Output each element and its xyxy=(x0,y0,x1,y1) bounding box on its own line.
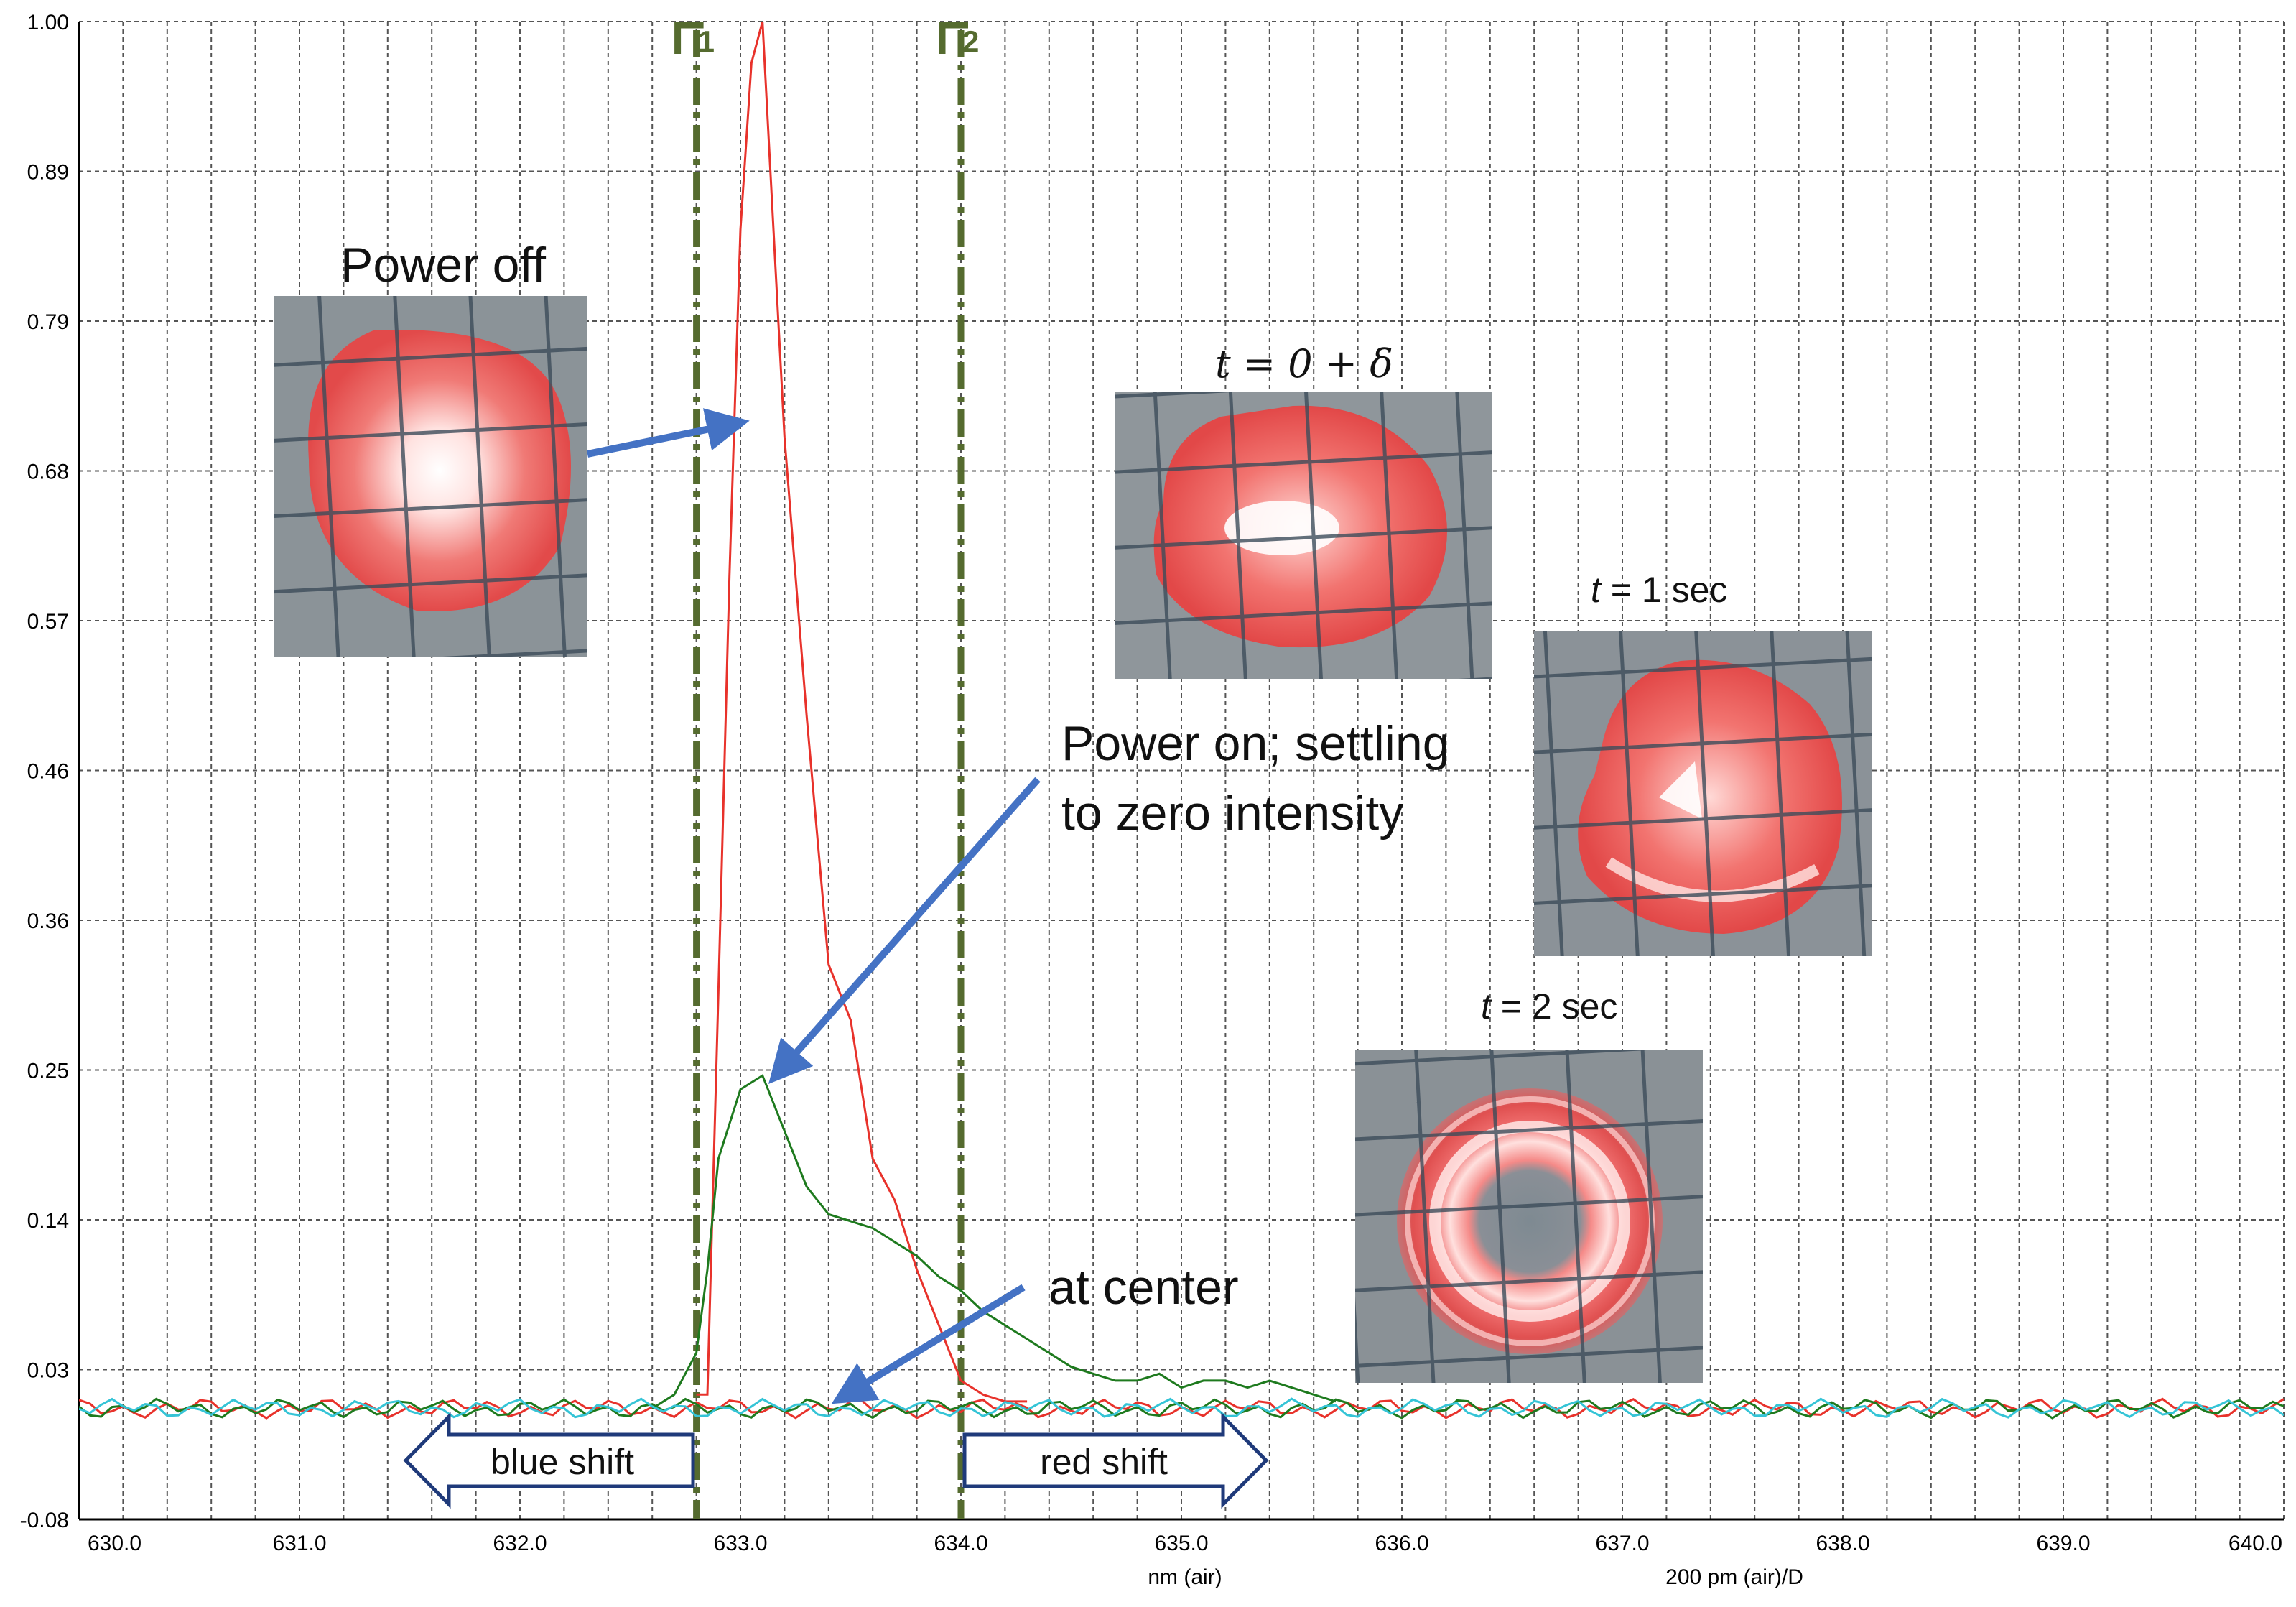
y-tick-labels: 1.00 0.89 0.79 0.68 0.57 0.46 0.36 0.25 0.14 0.03… xyxy=(20,11,69,1532)
label-power-on-line2: to zero intensity xyxy=(1061,786,1403,840)
y-tick-label: -0.08 xyxy=(20,1509,69,1532)
caption-t0: t = 0 + δ xyxy=(1215,341,1393,386)
series-line xyxy=(696,22,1028,1403)
arrow-power-off xyxy=(586,408,750,458)
y-tick-label: 0.57 xyxy=(27,610,69,634)
photo-t0 xyxy=(1115,392,1492,679)
red-shift-label: red shift xyxy=(1040,1442,1168,1482)
x-tick-label: 640.0 xyxy=(2228,1532,2282,1555)
arrow-power-on xyxy=(768,777,1041,1084)
label-power-off: Power off xyxy=(340,238,546,292)
cursor-label: 2 xyxy=(962,24,979,58)
series-group xyxy=(79,22,2284,1420)
x-tick-label: 636.0 xyxy=(1375,1532,1428,1555)
y-tick-label: 0.14 xyxy=(27,1209,69,1233)
y-tick-label: 1.00 xyxy=(27,11,69,34)
x-tick-label: 630.0 xyxy=(88,1532,141,1555)
y-tick-label: 0.68 xyxy=(27,460,69,484)
resolution-label: 200 pm (air)/D xyxy=(1665,1565,1803,1589)
caption-t1-var: t xyxy=(1591,570,1602,610)
y-tick-label: 0.25 xyxy=(27,1060,69,1083)
photo-t2 xyxy=(1355,1050,1703,1383)
label-at-center: at center xyxy=(1049,1260,1239,1315)
x-tick-label: 632.0 xyxy=(493,1532,547,1555)
x-tick-label: 634.0 xyxy=(934,1532,987,1555)
photo-power-off xyxy=(274,296,587,657)
x-tick-label: 635.0 xyxy=(1154,1532,1208,1555)
series-line xyxy=(651,1073,1337,1409)
cursor-bracket xyxy=(939,22,968,54)
y-tick-label: 0.89 xyxy=(27,161,69,185)
photo-t1 xyxy=(1534,631,1872,956)
series-line-baseline xyxy=(79,1397,2284,1419)
x-tick-label: 638.0 xyxy=(1816,1532,1869,1555)
y-tick-label: 0.03 xyxy=(27,1359,69,1383)
red-shift-arrow xyxy=(962,1412,1269,1509)
blue-shift-arrow xyxy=(403,1412,695,1509)
caption-t2: t = 2 sec xyxy=(1481,986,1617,1027)
x-axis-label: nm (air) xyxy=(1148,1565,1222,1589)
y-tick-label: 0.46 xyxy=(27,760,69,784)
blue-shift-label: blue shift xyxy=(491,1442,634,1482)
cursor-bracket xyxy=(674,22,704,54)
x-tick-label: 639.0 xyxy=(2036,1532,2090,1555)
cursor-label: 1 xyxy=(698,24,715,58)
x-tick-label: 631.0 xyxy=(272,1532,326,1555)
y-tick-label: 0.36 xyxy=(27,909,69,933)
label-power-on-line1: Power on; settling xyxy=(1061,716,1450,771)
arrow-at-center xyxy=(831,1284,1026,1404)
caption-t1-rest: = 1 sec xyxy=(1601,570,1728,610)
x-tick-label: 637.0 xyxy=(1595,1532,1649,1555)
x-tick-label: 633.0 xyxy=(713,1532,767,1555)
caption-t1: t = 1 sec xyxy=(1591,570,1727,610)
x-tick-labels: 630.0 631.0 632.0 633.0 634.0 635.0 636.0 637.0… xyxy=(88,1532,2282,1555)
caption-t2-rest: = 2 sec xyxy=(1491,986,1618,1027)
caption-t2-var: t xyxy=(1481,986,1492,1027)
y-tick-label: 0.79 xyxy=(27,310,69,334)
